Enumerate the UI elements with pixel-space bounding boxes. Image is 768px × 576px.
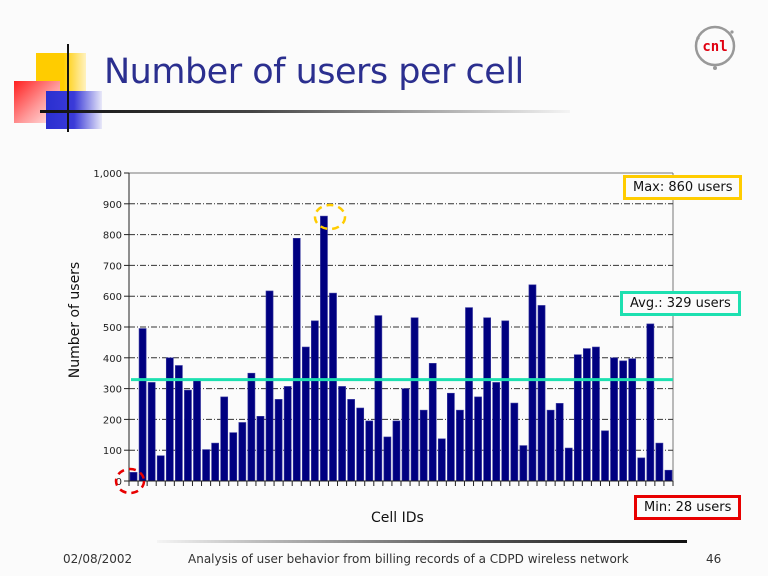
bar-cell-11 (220, 396, 229, 482)
ytick-label: 600 (103, 292, 122, 303)
bar-cell-29 (383, 436, 392, 482)
bar-cell-37 (456, 409, 464, 482)
bar-cell-18 (283, 386, 292, 482)
bar-cell-39 (474, 396, 482, 482)
bar-cell-48 (555, 403, 564, 482)
bar-cell-60 (664, 469, 673, 482)
ytick-label: 700 (103, 261, 122, 272)
ytick-label: 300 (103, 385, 122, 396)
bar-cell-42 (501, 320, 510, 482)
x-axis-label: Cell IDs (371, 510, 424, 526)
bar-cell-36 (447, 392, 455, 482)
bar-cell-28 (374, 315, 383, 482)
bar-cell-5 (165, 357, 174, 482)
footer-date: 02/08/2002 (63, 552, 133, 566)
max-annotation: Max: 860 users (623, 175, 743, 200)
bar-cell-57 (637, 457, 646, 482)
bar-cell-30 (392, 420, 401, 482)
bar-cell-47 (546, 409, 555, 482)
bar-cell-10 (211, 442, 219, 482)
bar-cell-22 (320, 215, 328, 482)
ytick-label: 500 (103, 323, 122, 334)
bar-cell-12 (229, 432, 238, 482)
bar-cell-53 (601, 430, 609, 482)
bar-cell-35 (437, 438, 446, 482)
bar-cell-52 (592, 346, 600, 482)
page-number: 46 (706, 552, 722, 566)
cnl-logo-icon: cnl (694, 25, 736, 70)
bar-cell-40 (483, 317, 491, 482)
x-axis (128, 480, 674, 486)
bar-cell-56 (628, 358, 637, 482)
avg-annotation: Avg.: 329 users (620, 291, 741, 316)
ytick-label: 100 (103, 446, 122, 457)
bar-cell-13 (238, 422, 247, 482)
bar-cell-2 (138, 328, 147, 482)
bar-cell-26 (356, 407, 365, 482)
bar-cell-8 (193, 379, 201, 482)
y-axis-label: Number of users (67, 261, 83, 379)
bar-cell-31 (401, 388, 410, 482)
ytick-label: 800 (103, 231, 122, 242)
bar-cell-3 (147, 382, 156, 482)
bar-cell-15 (256, 416, 265, 482)
bar-cell-4 (156, 455, 165, 482)
ytick-label: 200 (103, 415, 122, 426)
slide-title: Number of users per cell (104, 52, 524, 92)
ytick-label: 1,000 (93, 169, 122, 180)
max-highlight-circle (313, 203, 347, 231)
bar-cell-7 (184, 389, 192, 482)
bar-cell-20 (301, 346, 310, 482)
bar-cell-23 (329, 292, 337, 482)
bar-cell-16 (265, 290, 274, 482)
bar-cell-41 (492, 382, 501, 482)
bar-cell-50 (573, 354, 582, 482)
title-underline (40, 110, 570, 113)
bars (129, 215, 673, 482)
grid-lines (129, 172, 674, 481)
bar-cell-45 (528, 284, 537, 482)
footer-divider (157, 540, 687, 543)
bar-cell-24 (338, 386, 346, 482)
bar-cell-14 (247, 372, 256, 482)
bar-cell-51 (583, 348, 591, 482)
y-axis: 0 100 200 300 400 500 600 700 800 900 1,000 (93, 169, 130, 488)
bar-cell-38 (465, 307, 473, 482)
bar-cell-33 (419, 409, 428, 482)
min-annotation: Min: 28 users (634, 495, 742, 520)
footer-caption: Analysis of user behavior from billing r… (188, 552, 629, 566)
bar-cell-6 (175, 365, 183, 482)
ytick-label: 0 (116, 477, 122, 488)
bar-cell-19 (292, 237, 301, 482)
bar-cell-46 (537, 305, 546, 482)
bar-cell-27 (365, 420, 374, 482)
ytick-label: 400 (103, 354, 122, 365)
decor-vertical-line (67, 44, 69, 132)
bar-cell-17 (274, 399, 283, 482)
ytick-label: 900 (103, 200, 122, 211)
bar-cell-43 (510, 402, 519, 482)
bar-cell-59 (655, 442, 664, 482)
bar-cell-9 (202, 449, 210, 482)
bar-cell-58 (646, 323, 655, 482)
bar-cell-1 (129, 472, 138, 482)
bar-cell-25 (347, 399, 355, 482)
logo-text: cnl (702, 39, 727, 55)
bar-cell-21 (311, 320, 319, 482)
bar-cell-54 (610, 357, 618, 482)
bar-cell-32 (410, 317, 419, 482)
min-highlight-circle (114, 467, 146, 495)
bar-cell-49 (564, 447, 573, 482)
bar-cell-44 (519, 445, 528, 482)
